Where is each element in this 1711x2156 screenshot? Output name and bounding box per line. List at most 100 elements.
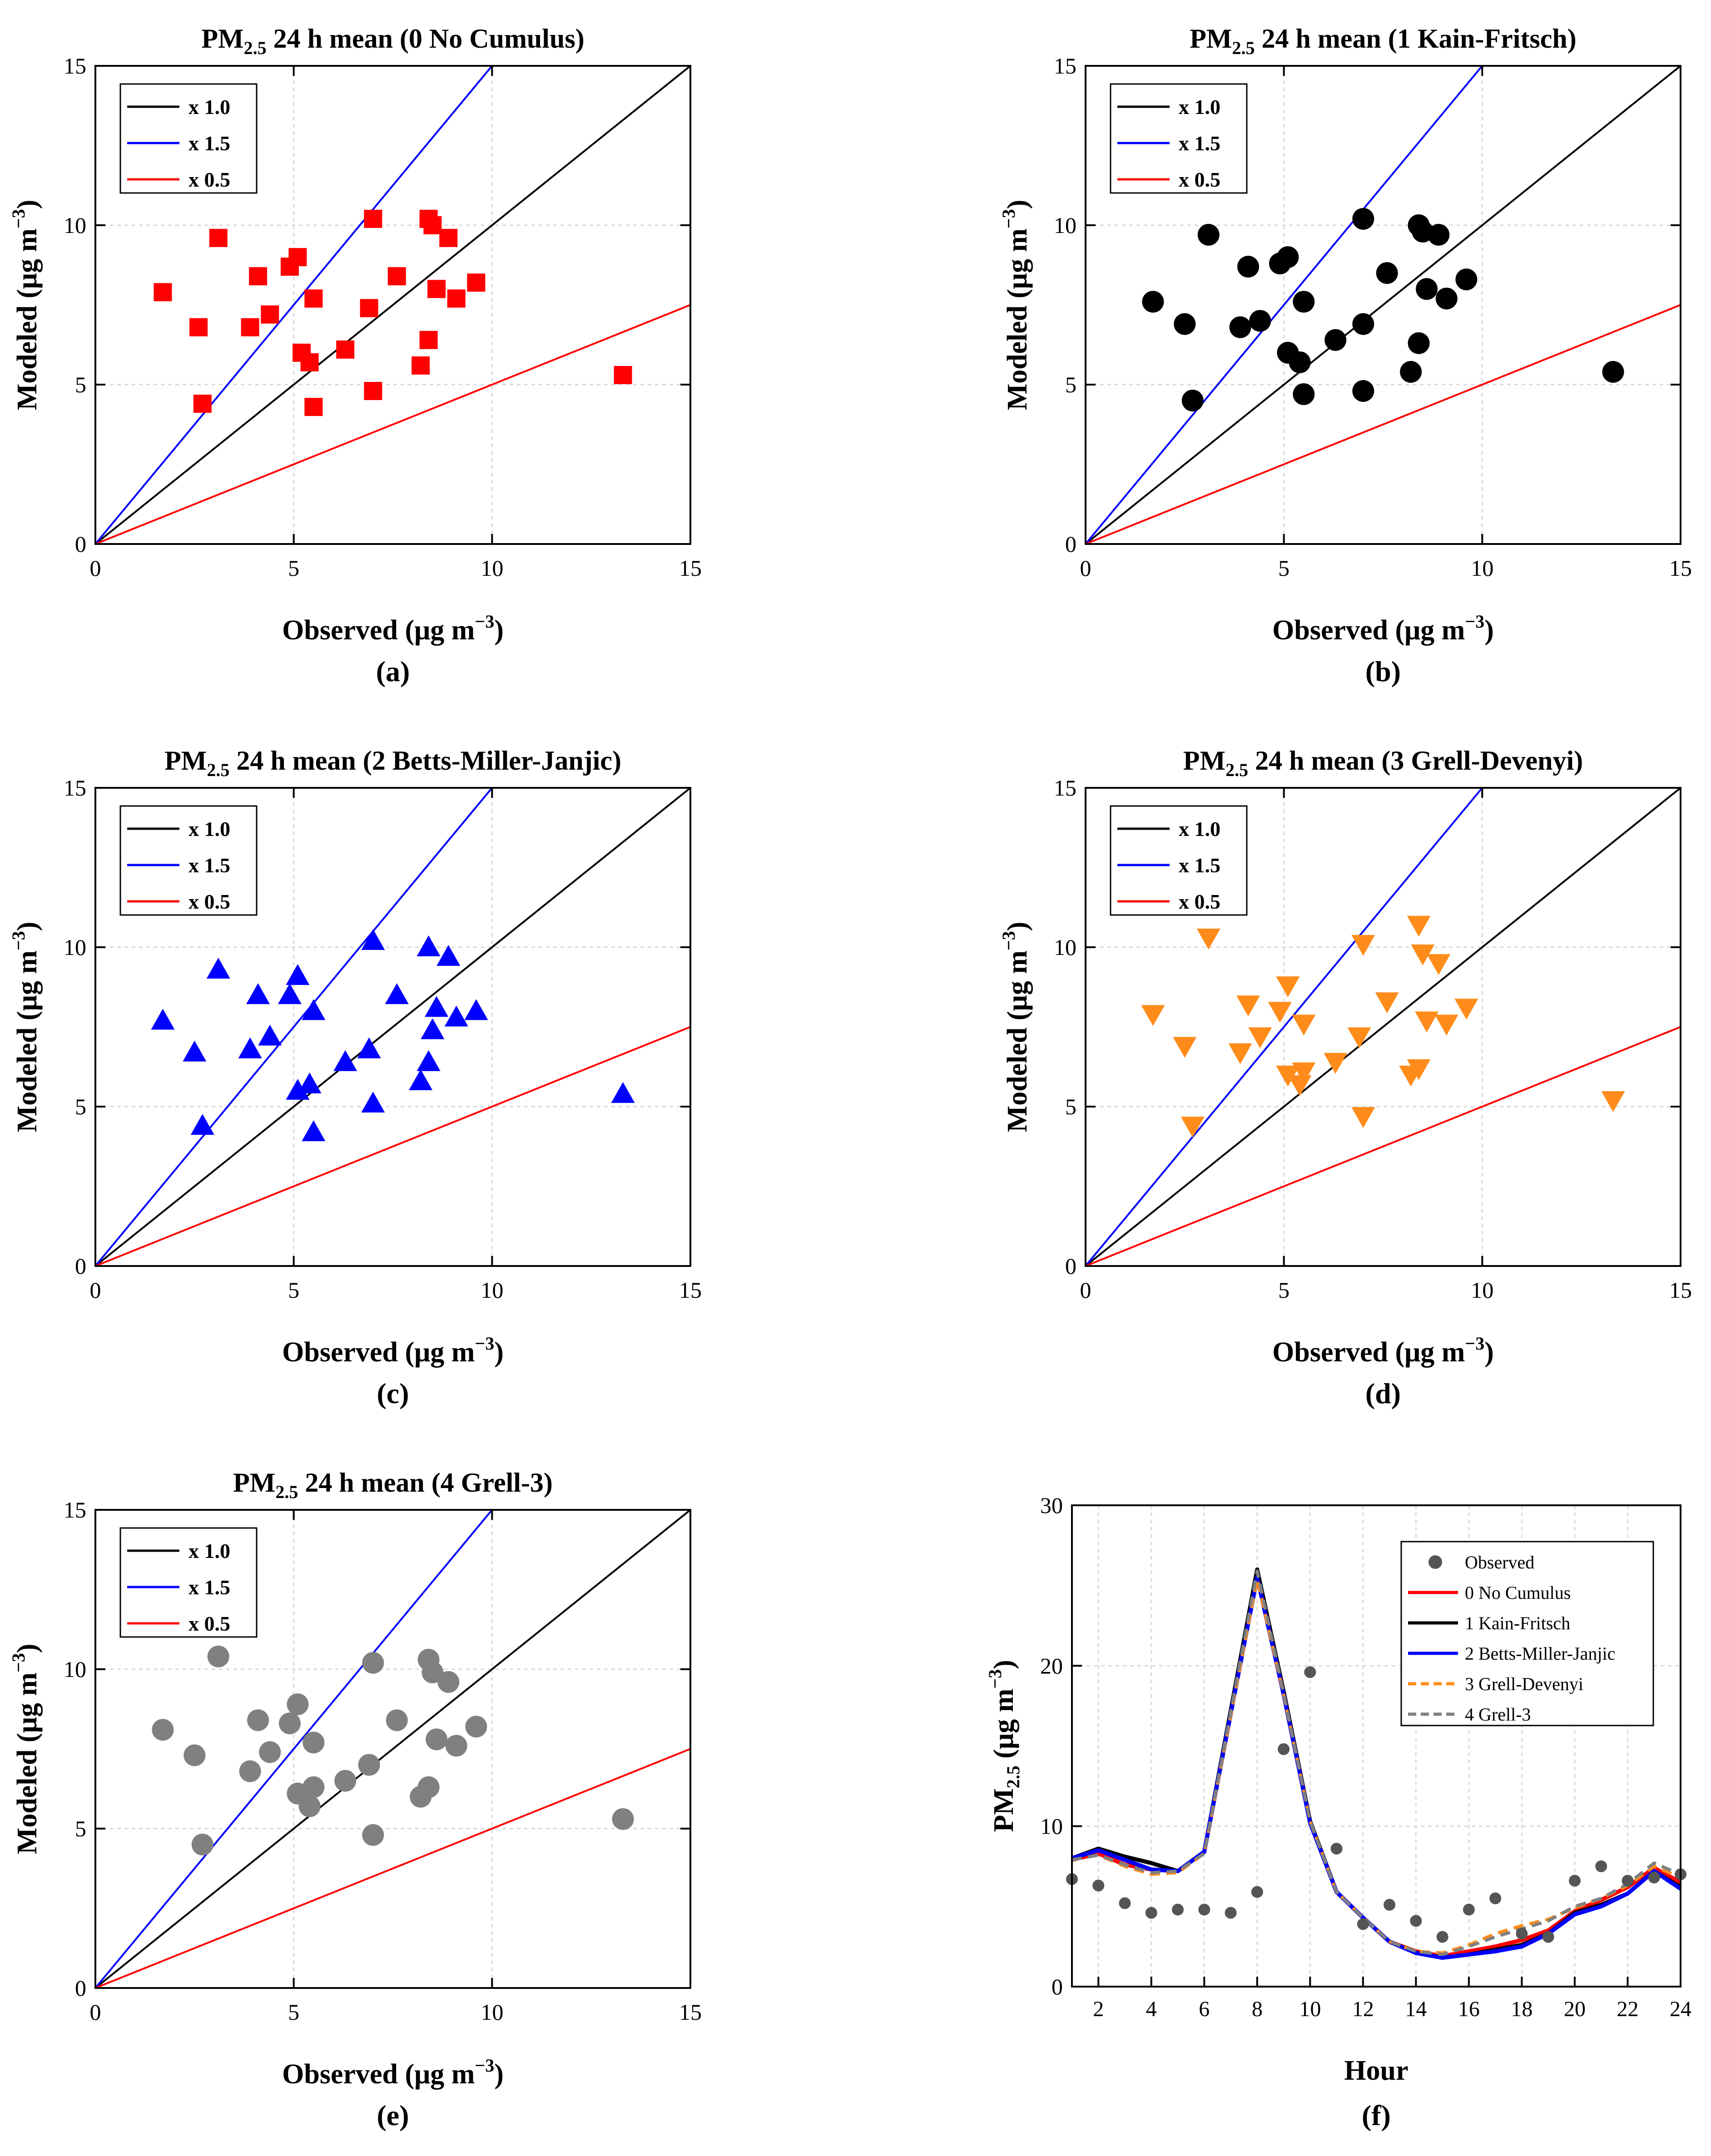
- data-point: [1601, 1091, 1625, 1112]
- panel-letter: (d): [1365, 1377, 1401, 1409]
- data-point: [1293, 291, 1315, 313]
- x-label-close: ): [494, 2059, 504, 2090]
- title-rest: 24 h mean (3 Grell-Devenyi): [1248, 746, 1583, 776]
- legend-label-1: x 1.5: [188, 1576, 230, 1599]
- observed-point: [1410, 1915, 1422, 1927]
- data-point: [1142, 291, 1164, 313]
- observed-point: [1092, 1879, 1105, 1892]
- data-point: [464, 999, 488, 1020]
- data-point: [238, 1037, 262, 1058]
- y-tick-label: 10: [1040, 1814, 1063, 1839]
- legend-box: [1110, 805, 1248, 916]
- legend-label-1: x 1.5: [1179, 132, 1220, 155]
- y-label-close: ): [1002, 200, 1033, 209]
- x-tick-label: 0: [1080, 555, 1091, 581]
- data-point: [1293, 383, 1315, 405]
- x-tick-label: 15: [1669, 1277, 1692, 1303]
- observed-point: [1251, 1886, 1263, 1898]
- y-tick-label: 10: [64, 935, 86, 960]
- observed-point: [1542, 1931, 1554, 1943]
- data-point: [364, 209, 382, 228]
- x-tick-label: 12: [1352, 1997, 1374, 2021]
- y-label-exponent: −3: [998, 931, 1019, 950]
- x-axis-label: Observed (μg m−3): [1272, 611, 1494, 646]
- title-subscript: 2.5: [1225, 760, 1248, 780]
- data-point: [444, 1005, 468, 1027]
- data-point: [1352, 208, 1374, 230]
- data-point: [304, 289, 323, 308]
- axes-frame: [94, 65, 691, 545]
- data-point: [1375, 992, 1399, 1014]
- legend-label-0: x 1.0: [188, 95, 230, 119]
- data-point: [288, 248, 307, 267]
- data-point: [1434, 1014, 1458, 1036]
- data-point: [465, 1716, 487, 1738]
- axes-frame: [94, 787, 691, 1267]
- data-point: [334, 1770, 357, 1792]
- data-point: [1288, 1075, 1312, 1096]
- legend-box: [119, 1527, 258, 1638]
- data-point: [361, 929, 385, 950]
- legend-label-1: x 1.5: [188, 132, 230, 155]
- legend-box: [119, 805, 258, 916]
- ratio-line-0: [1086, 788, 1681, 1266]
- y-tick-label: 5: [75, 372, 86, 397]
- y-label-exponent: −3: [8, 1653, 29, 1672]
- data-point: [1229, 316, 1251, 338]
- x-label-close: ): [494, 1337, 504, 1368]
- data-point: [1249, 310, 1271, 332]
- data-point: [298, 1795, 321, 1817]
- x-tick-label: 5: [1278, 555, 1289, 581]
- observed-point: [1568, 1874, 1581, 1887]
- data-point: [361, 1091, 385, 1113]
- title-pm: PM: [1190, 24, 1232, 54]
- y-tick-label: 10: [64, 213, 86, 238]
- x-tick-label: 5: [1278, 1277, 1289, 1303]
- y-tick-label: 5: [75, 1094, 86, 1119]
- x-label-text: Observed (μg m: [282, 615, 475, 646]
- data-point: [1435, 287, 1458, 310]
- observed-point: [1278, 1743, 1290, 1755]
- data-point: [298, 1072, 322, 1093]
- data-point: [612, 1808, 634, 1830]
- axes-frame: [94, 1509, 691, 1989]
- panel-title: PM2.5 24 h mean (4 Grell-3): [233, 1468, 553, 1502]
- data-point: [300, 353, 319, 371]
- data-point: [447, 289, 466, 308]
- legend-label-0: x 1.0: [188, 817, 230, 841]
- data-point: [1277, 246, 1299, 268]
- data-point: [183, 1744, 206, 1766]
- legend-label-2: 2 Betts-Miller-Janjic: [1465, 1643, 1615, 1664]
- x-axis-label: Observed (μg m−3): [282, 2055, 504, 2090]
- title-pm: PM: [164, 746, 207, 776]
- panel-letter: (a): [376, 655, 410, 687]
- data-point: [1376, 262, 1398, 284]
- data-point: [364, 382, 382, 401]
- legend-label-0: x 1.0: [1179, 95, 1220, 119]
- title-rest: 24 h mean (0 No Cumulus): [267, 24, 585, 54]
- ratio-line-0: [1086, 66, 1681, 544]
- x-label-exponent: −3: [1465, 1333, 1484, 1354]
- title-pm: PM: [233, 1468, 275, 1498]
- data-point: [1407, 1059, 1431, 1080]
- observed-point: [1357, 1918, 1369, 1930]
- data-point: [304, 398, 323, 416]
- legend-label-2: x 0.5: [188, 168, 230, 191]
- data-point: [1324, 329, 1347, 351]
- y-axis-label: Modeled (μg m−3): [8, 200, 43, 410]
- data-point: [287, 1693, 309, 1716]
- x-label-close: ): [494, 615, 504, 646]
- y-tick-label: 15: [64, 775, 86, 801]
- data-point: [1292, 1014, 1316, 1036]
- legend-label-3: 3 Grell-Devenyi: [1465, 1674, 1583, 1694]
- scatter-panel-b: 0 5 10 15 0 5 10 15 x 1.0 x 1.5 x 0.5 PM2.5 24 h me…: [998, 24, 1692, 687]
- legend-label-1: x 1.5: [1179, 854, 1220, 877]
- data-point: [1428, 224, 1450, 246]
- data-point: [614, 366, 632, 384]
- data-point: [259, 1741, 281, 1763]
- x-label-exponent: −3: [475, 2055, 494, 2076]
- data-point: [422, 1662, 444, 1684]
- observed-point: [1198, 1904, 1210, 1916]
- y-label-pm: PM: [988, 1788, 1019, 1832]
- legend-label-2: x 0.5: [188, 1612, 230, 1635]
